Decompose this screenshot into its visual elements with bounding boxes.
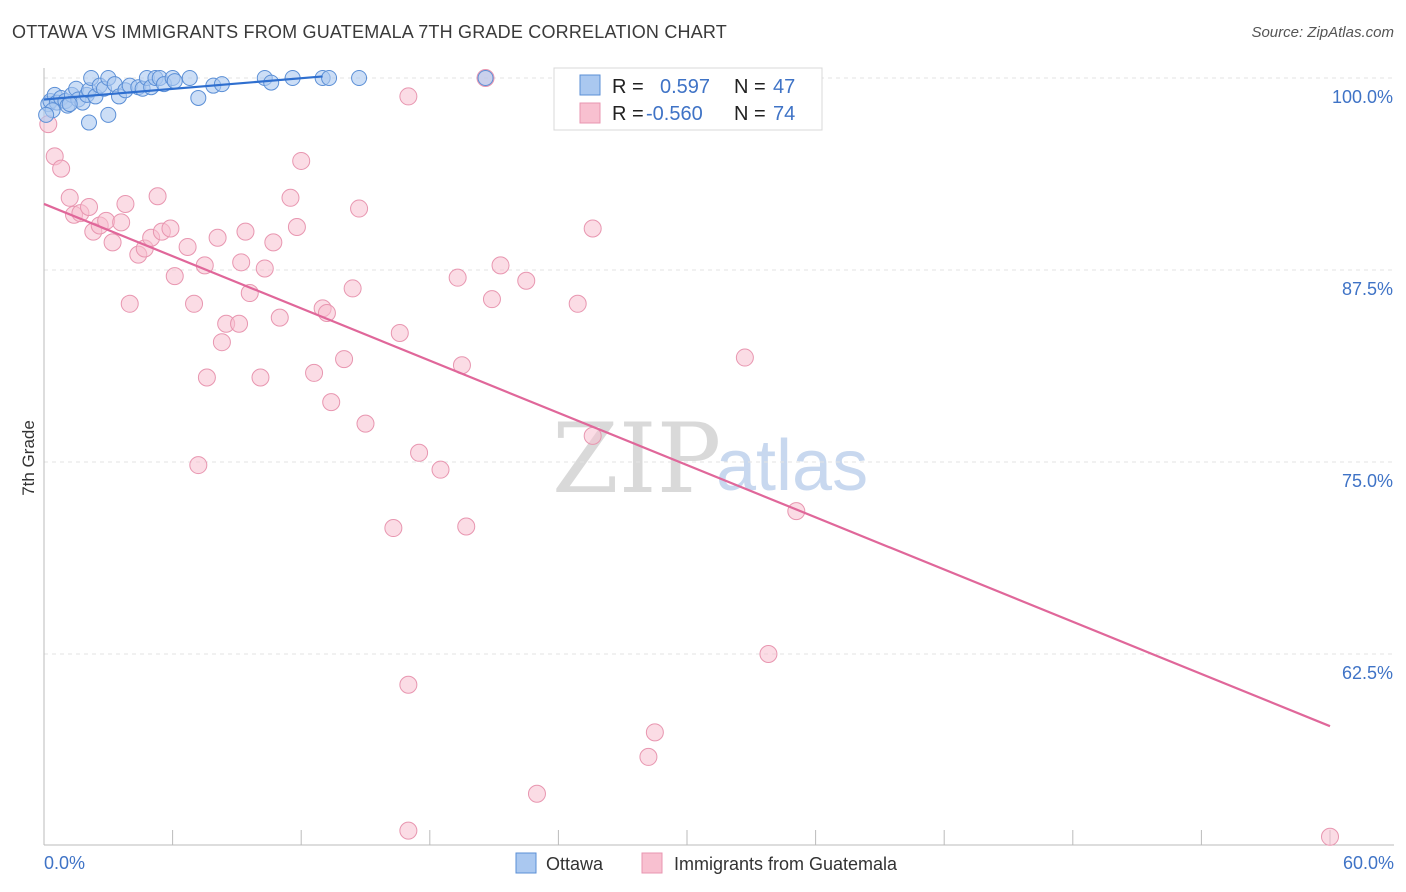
guatemala-point xyxy=(52,159,71,178)
ottawa-point xyxy=(181,70,198,86)
bottom-legend-swatch-ottawa xyxy=(515,852,537,874)
legend-n-label-guatemala: N = xyxy=(734,103,766,125)
guatemala-point xyxy=(735,348,754,367)
guatemala-point xyxy=(232,253,251,272)
gridlines xyxy=(44,77,1394,655)
legend-r-label-ottawa: R = xyxy=(612,76,644,98)
bottom-legend-label-ottawa: Ottawa xyxy=(546,854,604,874)
y-axis-title: 7th Grade xyxy=(19,420,38,496)
guatemala-point xyxy=(350,199,369,218)
guatemala-point xyxy=(527,784,546,803)
ottawa-point xyxy=(100,106,117,123)
guatemala-point xyxy=(399,87,418,106)
guatemala-point xyxy=(185,294,204,313)
guatemala-trendline xyxy=(43,202,1331,728)
ottawa-points xyxy=(38,70,494,131)
ottawa-trendline xyxy=(43,75,323,101)
guatemala-point xyxy=(255,259,274,278)
guatemala-point xyxy=(399,821,418,840)
guatemala-point xyxy=(568,294,587,313)
guatemala-point xyxy=(645,723,664,742)
x-tick-label-min: 0.0% xyxy=(44,853,85,873)
guatemala-point xyxy=(410,443,429,462)
guatemala-point xyxy=(165,267,184,286)
x-ticks xyxy=(43,830,1331,845)
guatemala-point xyxy=(431,460,450,479)
guatemala-point xyxy=(491,256,510,275)
guatemala-point xyxy=(384,519,403,538)
ottawa-point xyxy=(166,73,183,90)
guatemala-point xyxy=(759,645,778,663)
guatemala-point xyxy=(148,187,167,206)
guatemala-point xyxy=(208,228,227,247)
y-tick-label: 75.0% xyxy=(1342,471,1393,491)
guatemala-point xyxy=(305,363,324,382)
legend-n-label-ottawa: N = xyxy=(734,76,766,98)
guatemala-point xyxy=(482,290,501,309)
guatemala-point xyxy=(390,323,409,342)
guatemala-point xyxy=(270,308,289,327)
legend-r-value-ottawa: 0.597 xyxy=(660,76,710,98)
ottawa-point xyxy=(81,114,98,131)
ottawa-point xyxy=(190,89,207,106)
guatemala-point xyxy=(103,233,122,252)
series-legend: Ottawa Immigrants from Guatemala xyxy=(515,852,898,874)
ottawa-point xyxy=(263,74,280,91)
y-tick-label: 62.5% xyxy=(1342,663,1393,683)
guatemala-point xyxy=(343,279,362,298)
guatemala-point xyxy=(356,414,375,433)
guatemala-point xyxy=(264,233,283,252)
guatemala-point xyxy=(230,314,249,333)
guatemala-point xyxy=(120,294,139,313)
guatemala-point xyxy=(251,368,270,387)
ottawa-point xyxy=(477,70,494,86)
legend-r-label-guatemala: R = xyxy=(612,103,644,125)
guatemala-point xyxy=(292,151,311,170)
guatemala-point xyxy=(639,747,658,766)
ottawa-point xyxy=(38,106,55,123)
guatemala-point xyxy=(335,350,354,369)
guatemala-point xyxy=(517,271,536,290)
guatemala-point xyxy=(236,222,255,241)
watermark-atlas: atlas xyxy=(716,426,868,506)
axes xyxy=(43,68,1394,846)
ottawa-point xyxy=(351,70,368,86)
guatemala-point xyxy=(112,213,131,232)
guatemala-point xyxy=(281,188,300,207)
guatemala-point xyxy=(161,219,180,238)
bottom-legend-swatch-guatemala xyxy=(641,852,663,874)
guatemala-point xyxy=(457,517,476,536)
y-tick-label: 87.5% xyxy=(1342,279,1393,299)
trendlines xyxy=(43,75,1331,728)
guatemala-point xyxy=(178,237,197,256)
legend-r-value-guatemala: -0.560 xyxy=(646,103,703,125)
ottawa-point xyxy=(321,70,338,86)
guatemala-point xyxy=(197,368,216,387)
guatemala-point xyxy=(448,268,467,287)
guatemala-point xyxy=(189,456,208,475)
guatemala-point xyxy=(287,217,306,236)
y-tick-label: 100.0% xyxy=(1332,87,1393,107)
y-tick-labels: 100.0% 87.5% 75.0% 62.5% xyxy=(1332,87,1393,683)
guatemala-point xyxy=(1321,827,1339,846)
guatemala-point xyxy=(212,333,231,352)
legend-n-value-guatemala: 74 xyxy=(773,103,795,125)
legend-swatch-ottawa xyxy=(579,74,601,96)
correlation-legend: R = 0.597 N = 47 R = -0.560 N = 74 xyxy=(553,67,823,131)
bottom-legend-label-guatemala: Immigrants from Guatemala xyxy=(674,854,898,874)
guatemala-point xyxy=(80,198,99,217)
guatemala-point xyxy=(399,675,418,694)
source-credit: Source: ZipAtlas.com xyxy=(1251,24,1394,41)
legend-n-value-ottawa: 47 xyxy=(773,76,795,98)
x-tick-label-max: 60.0% xyxy=(1343,853,1394,873)
legend-swatch-guatemala xyxy=(579,102,601,124)
guatemala-point xyxy=(583,219,602,238)
guatemala-point xyxy=(116,194,135,213)
chart-title: OTTAWA VS IMMIGRANTS FROM GUATEMALA 7TH … xyxy=(12,22,727,42)
guatemala-point xyxy=(322,393,341,412)
guatemala-point xyxy=(60,188,79,207)
